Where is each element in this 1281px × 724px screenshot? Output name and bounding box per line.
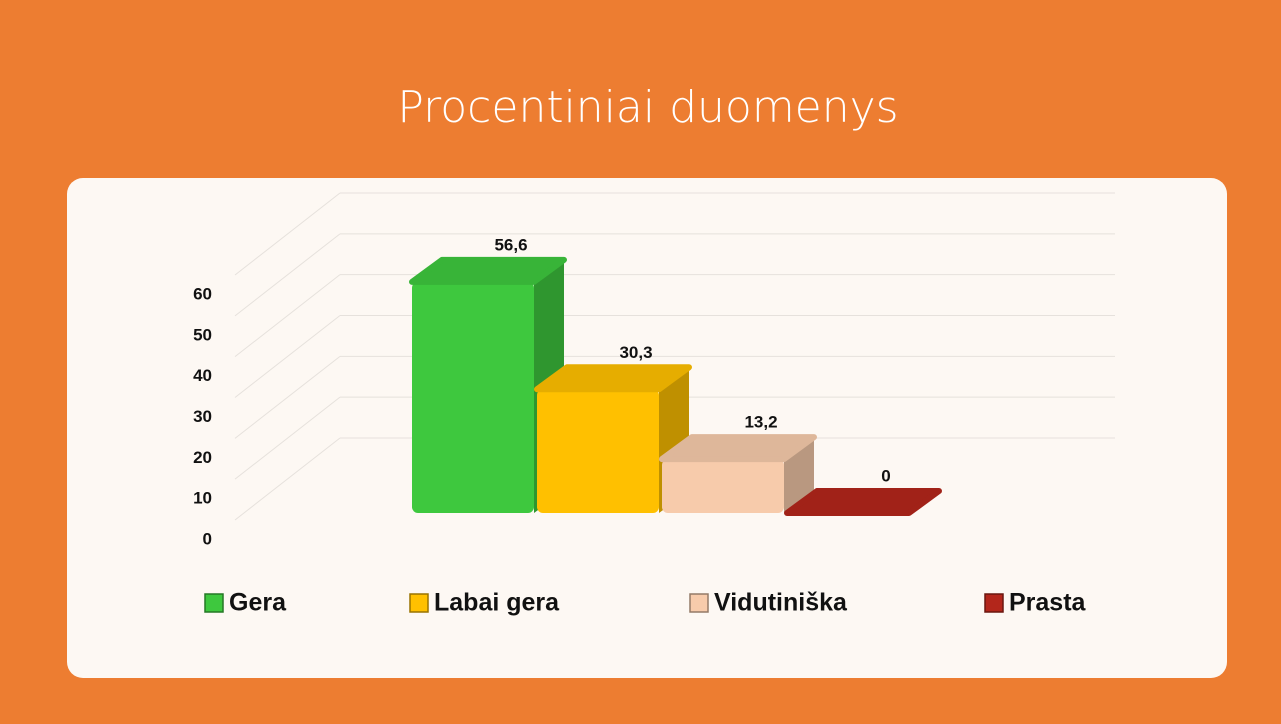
chart-title: Procentiniai duomenys xyxy=(397,82,898,133)
legend-swatch xyxy=(984,593,1004,613)
legend-label: Vidutiniška xyxy=(714,589,848,617)
legend-label: Gera xyxy=(229,589,287,617)
legend-swatch xyxy=(689,593,709,613)
bar xyxy=(537,389,659,513)
legend-label: Labai gera xyxy=(434,589,560,617)
y-tick-label: 40 xyxy=(193,366,212,385)
y-tick-label: 30 xyxy=(193,407,212,426)
bar-top xyxy=(784,488,942,516)
data-label: 30,3 xyxy=(619,343,652,362)
legend-label: Prasta xyxy=(1009,589,1087,617)
legend-swatch xyxy=(409,593,429,613)
data-label: 0 xyxy=(881,466,890,485)
grid-line-side xyxy=(234,315,341,398)
grid-line-side xyxy=(234,233,341,317)
grid-line-side xyxy=(234,274,341,358)
y-tick-label: 50 xyxy=(193,325,212,344)
grid-line-side xyxy=(234,192,341,276)
grid-line-side xyxy=(234,396,341,480)
bar xyxy=(662,459,784,513)
y-tick-label: 0 xyxy=(203,529,212,548)
bar-top xyxy=(534,364,692,393)
y-tick-label: 20 xyxy=(193,448,212,467)
data-label: 13,2 xyxy=(744,413,777,432)
legend-swatch xyxy=(204,593,224,613)
bar-top xyxy=(659,434,817,463)
bar-top xyxy=(409,256,567,285)
bar xyxy=(412,281,534,513)
data-label: 56,6 xyxy=(494,235,527,254)
y-tick-label: 10 xyxy=(193,489,212,508)
grid-line-side xyxy=(234,355,341,439)
grid-line-side xyxy=(234,437,341,521)
y-tick-label: 60 xyxy=(193,284,212,303)
